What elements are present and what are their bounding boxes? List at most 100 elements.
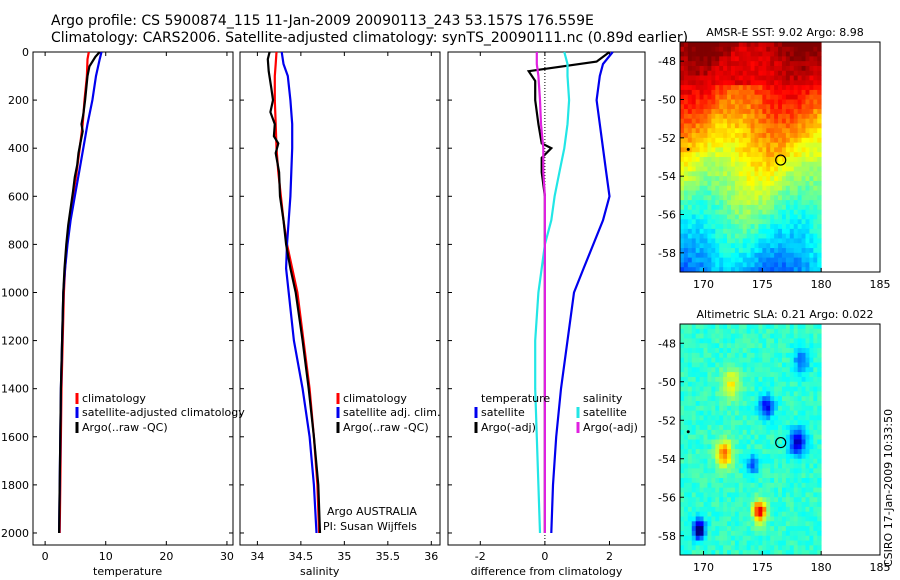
- sst-map-x-tick-label: 170: [693, 278, 714, 291]
- sst-map-cell: [766, 248, 771, 254]
- sst-map-cell: [738, 142, 744, 148]
- sst-map-cell: [805, 89, 810, 96]
- sla-map-cell: [813, 429, 818, 436]
- sst-map-cell: [738, 42, 744, 48]
- sla-map-cell: [730, 425, 736, 431]
- sst-map-cell: [785, 161, 791, 167]
- sla-map-cell: [695, 453, 701, 460]
- sla-map-cell: [817, 482, 822, 489]
- sla-map-cell: [695, 449, 701, 455]
- sla-map-cell: [793, 439, 799, 445]
- sla-map-cell: [746, 506, 751, 513]
- sla-map-cell: [711, 482, 716, 489]
- depth-tick-label: 2000: [1, 527, 29, 540]
- sst-map-cell: [738, 195, 744, 201]
- sla-map-cell: [695, 511, 701, 517]
- sla-map-cell: [695, 439, 701, 445]
- sst-map-cell: [695, 190, 701, 196]
- sla-map-cell: [817, 444, 822, 450]
- sla-map-cell: [703, 535, 708, 541]
- sla-map-cell: [738, 473, 744, 479]
- sla-map-cell: [711, 540, 716, 546]
- sla-map-cell: [797, 425, 802, 431]
- sst-map-cell: [774, 185, 779, 191]
- sst-map-cell: [699, 185, 704, 191]
- sst-map-cell: [817, 262, 822, 268]
- sla-map-cell: [738, 352, 744, 359]
- sst-map-cell: [805, 147, 810, 153]
- sst-map-cell: [770, 85, 775, 91]
- sla-map-cell: [793, 376, 799, 383]
- sla-map-cell: [813, 386, 818, 392]
- sla-map-cell: [758, 338, 763, 344]
- sla-map-cell: [699, 545, 704, 551]
- sst-map-cell: [680, 152, 685, 158]
- sla-map-cell: [711, 526, 716, 532]
- sst-map-cell: [766, 147, 771, 153]
- sla-map-cell: [789, 449, 795, 455]
- sla-map-cell: [774, 348, 779, 354]
- sla-map-cell: [738, 401, 744, 407]
- sla-map-cell: [727, 333, 732, 339]
- sst-map-cell: [719, 123, 724, 129]
- sst-map-cell: [711, 224, 716, 230]
- sla-map-cell: [723, 343, 728, 349]
- sla-map-cell: [817, 352, 822, 359]
- sst-map-cell: [785, 224, 791, 230]
- sst-map-cell: [805, 75, 810, 81]
- sst-map-cell: [789, 262, 795, 268]
- sst-map-cell: [805, 180, 810, 187]
- sst-map-cell: [723, 56, 728, 62]
- sla-map-cell: [742, 478, 748, 484]
- sla-map-cell: [691, 396, 697, 402]
- sla-map-cell: [762, 516, 767, 522]
- sst-map-cell: [680, 219, 685, 225]
- sla-map-cell: [719, 487, 724, 493]
- sla-map-cell: [805, 396, 810, 402]
- sla-map-cell: [774, 338, 779, 344]
- sla-map-cell: [781, 458, 787, 464]
- sst-map-cell: [805, 219, 810, 225]
- sst-map-cell: [703, 104, 708, 110]
- sla-map-cell: [703, 420, 708, 426]
- sst-map-cell: [813, 46, 818, 52]
- sla-map-cell: [687, 348, 693, 354]
- sla-map-cell: [778, 497, 783, 503]
- sla-map-cell: [711, 478, 716, 484]
- sst-map-cell: [742, 152, 748, 158]
- sla-map-cell: [785, 521, 791, 527]
- sst-map-cell: [723, 123, 728, 129]
- temperature-legend-climatology: climatology: [82, 392, 146, 405]
- sst-map-cell: [781, 118, 787, 124]
- sst-map-cell: [683, 252, 689, 259]
- sst-map-cell: [789, 133, 795, 139]
- sla-map-cell: [781, 478, 787, 484]
- sst-map-cell: [719, 224, 724, 230]
- sla-map-cell: [750, 357, 755, 363]
- sst-map-cell: [711, 113, 716, 120]
- sst-map-cell: [707, 166, 712, 172]
- sst-map-cell: [801, 166, 806, 172]
- sla-map-cell: [680, 468, 685, 474]
- sst-map-y-tick-label: -56: [658, 209, 676, 222]
- sst-map-cell: [801, 176, 806, 182]
- sst-map-cell: [805, 128, 810, 134]
- sla-map-cell: [766, 434, 771, 440]
- sst-map-cell: [754, 200, 759, 206]
- sst-map-cell: [734, 99, 740, 105]
- sst-map-cell: [723, 252, 728, 259]
- sst-map-cell: [695, 243, 701, 249]
- sla-map-cell: [774, 372, 779, 378]
- sst-map-cell: [789, 113, 795, 120]
- sla-map-cell: [719, 535, 724, 541]
- sst-map-cell: [793, 171, 799, 177]
- sst-map-cell: [754, 257, 759, 263]
- sla-map-cell: [809, 415, 814, 421]
- sst-map-cell: [699, 267, 704, 273]
- sla-map-cell: [750, 516, 755, 522]
- sla-map-cell: [730, 391, 736, 397]
- sst-map-cell: [691, 65, 697, 72]
- sla-map-cell: [746, 391, 751, 397]
- sst-map-cell: [813, 252, 818, 259]
- sla-map-cell: [801, 463, 806, 469]
